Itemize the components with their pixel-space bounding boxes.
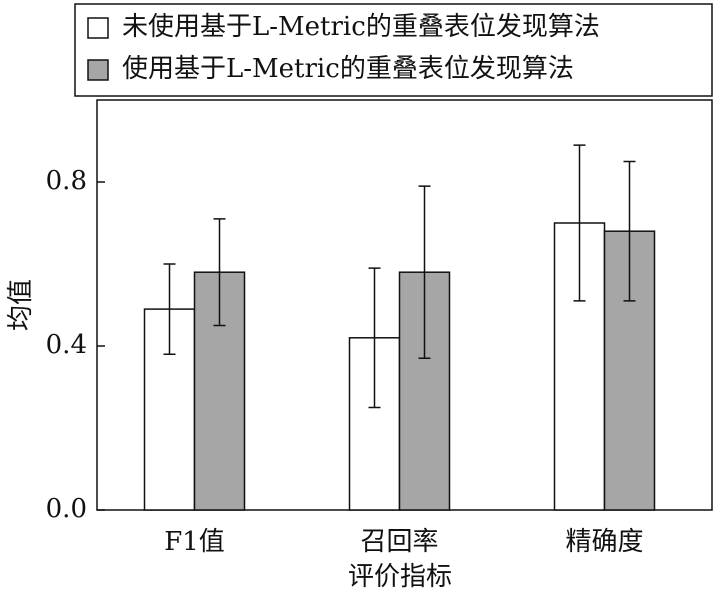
y-tick-label: 0.4 xyxy=(46,330,87,360)
legend-swatch xyxy=(87,17,109,39)
legend-box xyxy=(74,3,713,97)
x-axis-label: 评价指标 xyxy=(348,562,452,592)
legend-swatch xyxy=(87,59,109,81)
legend-label: 使用基于L-Metric的重叠表位发现算法 xyxy=(122,54,574,84)
bar xyxy=(193,271,246,511)
error-bar xyxy=(573,144,586,302)
y-tick-label: 0.0 xyxy=(46,494,87,524)
error-bar xyxy=(623,160,636,302)
x-tick-label: 精确度 xyxy=(565,527,643,557)
y-axis-label: 均值 xyxy=(6,279,36,331)
error-bar xyxy=(368,267,381,409)
error-bar xyxy=(163,263,176,355)
error-bar xyxy=(213,218,226,327)
error-bar xyxy=(418,185,431,360)
y-tick-label: 0.8 xyxy=(46,166,87,196)
x-tick-label: F1值 xyxy=(164,527,225,557)
x-tick-label: 召回率 xyxy=(360,527,438,557)
legend-label: 未使用基于L-Metric的重叠表位发现算法 xyxy=(122,12,600,42)
